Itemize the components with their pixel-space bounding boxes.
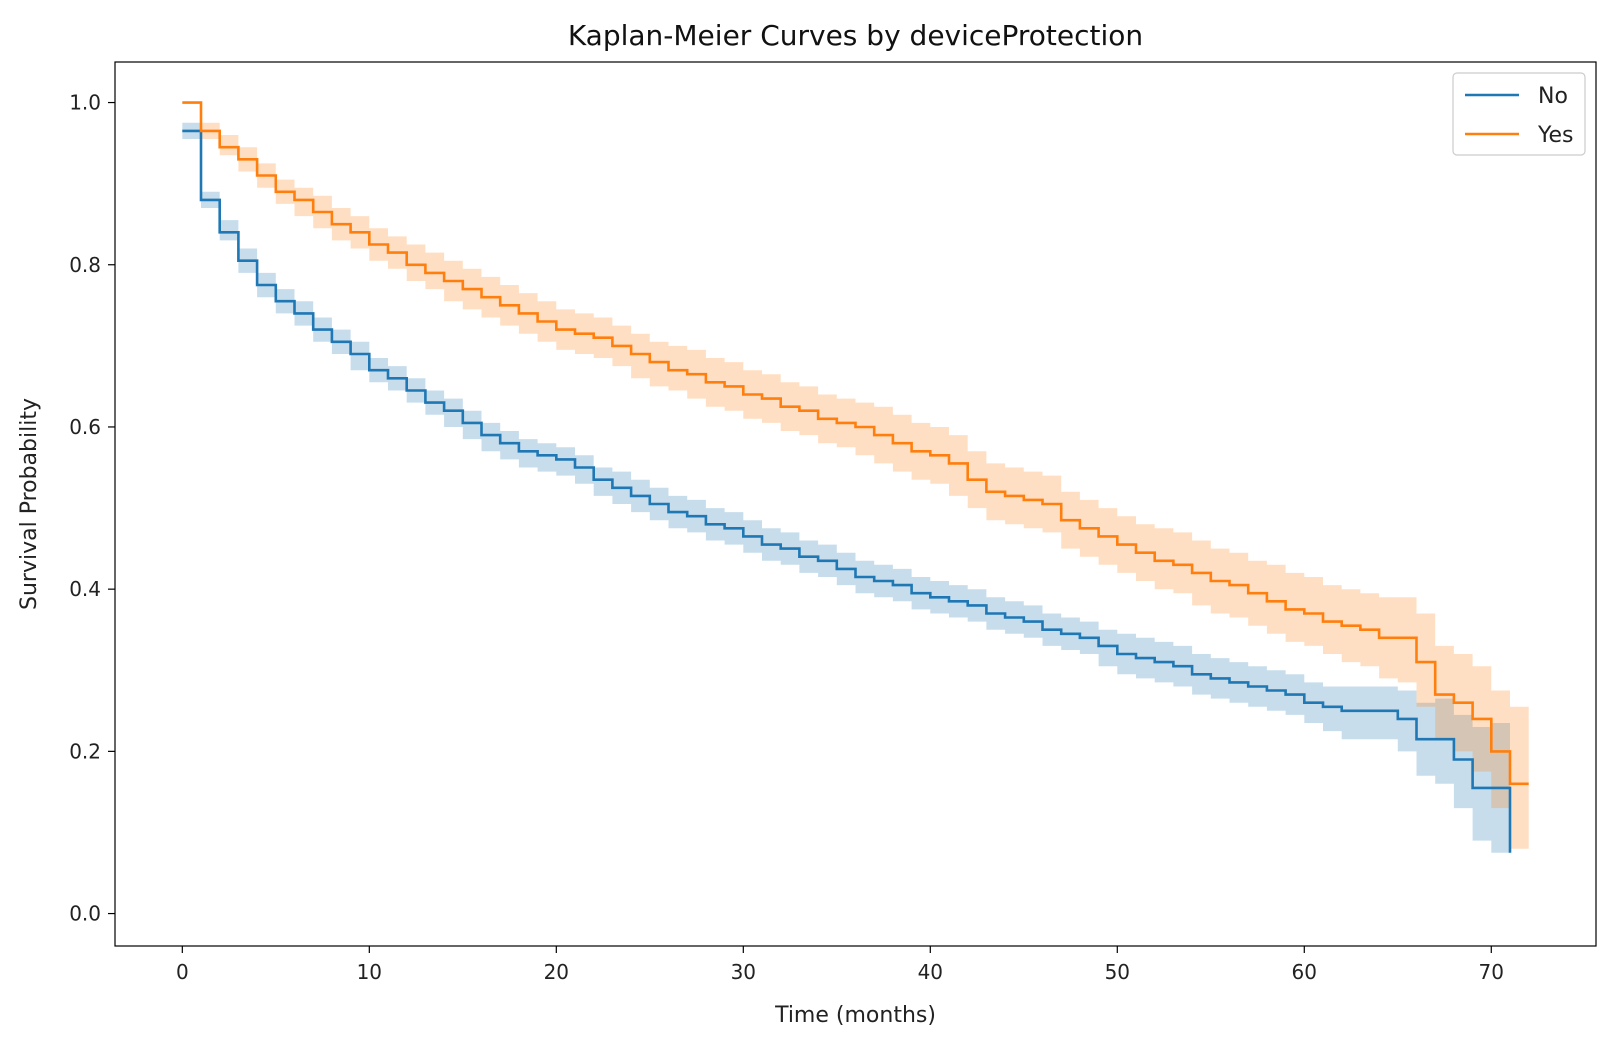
confidence-bands bbox=[182, 102, 1529, 906]
y-axis-label: Survival Probability bbox=[17, 398, 42, 610]
x-tick-label: 10 bbox=[357, 960, 382, 984]
x-tick-label: 0 bbox=[176, 960, 189, 984]
survival-curve-yes bbox=[182, 101, 1529, 786]
y-axis-ticks: 0.0 0.2 0.4 0.6 0.8 1.0 bbox=[69, 91, 115, 926]
x-axis-label: Time (months) bbox=[774, 1003, 936, 1028]
x-tick-label: 20 bbox=[544, 960, 569, 984]
plot-frame bbox=[114, 61, 1597, 947]
x-tick-label: 40 bbox=[918, 960, 943, 984]
survival-curves bbox=[182, 101, 1529, 853]
y-tick-label: 0.6 bbox=[69, 415, 101, 439]
confidence-band-yes bbox=[182, 102, 1529, 849]
y-tick-label: 1.0 bbox=[69, 91, 101, 115]
y-tick-label: 0.8 bbox=[69, 253, 101, 277]
x-tick-label: 60 bbox=[1292, 960, 1317, 984]
legend-label-no: No bbox=[1538, 84, 1568, 109]
y-tick-label: 0.0 bbox=[69, 902, 101, 926]
x-tick-label: 30 bbox=[731, 960, 756, 984]
x-axis-ticks: 0 10 20 30 40 50 60 70 bbox=[176, 946, 1504, 984]
chart-title: Kaplan-Meier Curves by deviceProtection bbox=[568, 19, 1143, 52]
y-tick-label: 0.4 bbox=[69, 577, 101, 601]
x-tick-label: 50 bbox=[1105, 960, 1130, 984]
legend-label-yes: Yes bbox=[1537, 123, 1574, 148]
legend: No Yes bbox=[1452, 72, 1586, 156]
y-tick-label: 0.2 bbox=[69, 739, 101, 763]
x-tick-label: 70 bbox=[1479, 960, 1504, 984]
survival-curve-no bbox=[182, 129, 1512, 853]
